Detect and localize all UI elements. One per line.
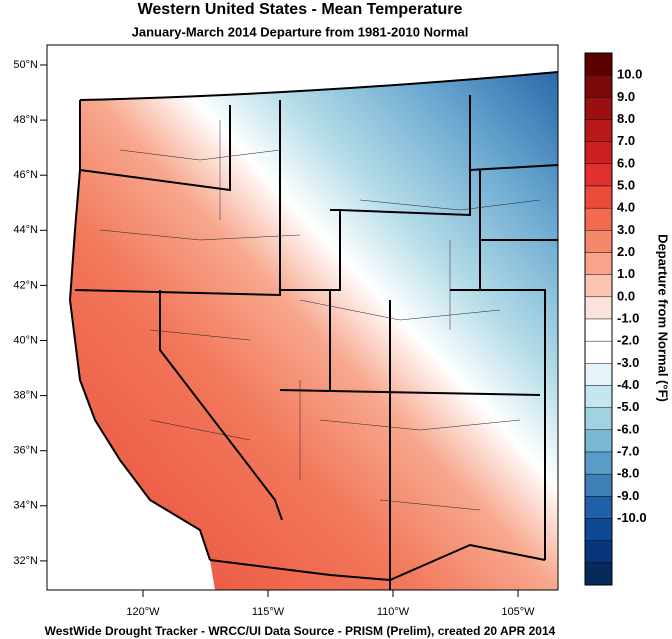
colorbar-label: 7.0 — [617, 133, 635, 148]
colorbar-swatch — [584, 97, 613, 120]
colorbar-label: 10.0 — [617, 67, 642, 82]
colorbar-label: 1.0 — [617, 266, 635, 281]
lon-label: 110°W — [377, 606, 410, 618]
colorbar-label: -7.0 — [617, 443, 639, 458]
colorbar-label: -5.0 — [617, 399, 639, 414]
colorbar-label: -3.0 — [617, 355, 639, 370]
colorbar-label: 5.0 — [617, 177, 635, 192]
colorbar-label: 0.0 — [617, 288, 635, 303]
lat-label: 48°N — [13, 114, 38, 126]
colorbar-swatch — [584, 340, 613, 364]
title: Western United States - Mean Temperature — [138, 1, 463, 18]
colorbar-frame — [584, 52, 613, 586]
colorbar-swatch — [584, 163, 613, 187]
colorbar-swatch — [584, 363, 613, 386]
colorbar-label: -2.0 — [617, 333, 639, 348]
colorbar-swatch — [584, 562, 613, 586]
lon-label: 120°W — [126, 606, 160, 618]
lat-label: 50°N — [13, 59, 38, 71]
subtitle: January-March 2014 Departure from 1981-2… — [132, 24, 469, 39]
lat-label: 34°N — [13, 500, 38, 512]
colorbar-label: -4.0 — [617, 377, 639, 392]
lat-label: 38°N — [13, 390, 38, 402]
colorbar-label: 6.0 — [617, 155, 635, 170]
lat-label: 46°N — [13, 169, 38, 181]
lon-label: 105°W — [501, 606, 535, 618]
colorbar-swatch — [584, 540, 613, 564]
colorbar-label: 2.0 — [617, 244, 635, 259]
colorbar-swatch — [584, 230, 613, 253]
colorbar-swatch — [584, 407, 613, 431]
colorbar-label: 3.0 — [617, 222, 635, 237]
colorbar-label: -6.0 — [617, 421, 639, 436]
colorbar-swatch — [584, 141, 613, 165]
map — [47, 45, 558, 590]
lat-label: 44°N — [13, 224, 38, 236]
colorbar-swatch — [584, 252, 613, 275]
temperature-field — [70, 72, 558, 590]
colorbar-swatch — [584, 274, 613, 298]
colorbar-label: -10.0 — [617, 510, 647, 525]
lat-label: 32°N — [13, 555, 38, 567]
colorbar-swatch — [584, 185, 613, 209]
colorbar-swatch — [584, 473, 613, 497]
colorbar-swatch — [584, 296, 613, 320]
map-frame — [46, 44, 559, 591]
colorbar-swatch — [584, 119, 613, 142]
colorbar-swatch — [584, 518, 613, 541]
lat-label: 42°N — [13, 279, 38, 291]
lat-label: 36°N — [13, 445, 38, 457]
colorbar-swatch — [584, 52, 613, 76]
colorbar-label: -1.0 — [617, 310, 639, 325]
colorbar-swatch — [584, 429, 613, 453]
colorbar-swatch — [584, 318, 613, 342]
footer: WestWide Drought Tracker - WRCC/UI Data … — [45, 624, 556, 638]
colorbar-label: -9.0 — [617, 488, 639, 503]
colorbar-swatch — [584, 207, 613, 231]
colorbar-swatch — [584, 451, 613, 475]
colorbar-swatch — [584, 385, 613, 408]
colorbar-label: -8.0 — [617, 466, 639, 481]
colorbar-swatch — [584, 496, 613, 519]
lat-label: 40°N — [13, 334, 38, 346]
colorbar-swatch — [584, 74, 613, 98]
colorbar-label: 8.0 — [617, 111, 635, 126]
lon-label: 115°W — [252, 606, 285, 618]
colorbar-label: 9.0 — [617, 89, 635, 104]
colorbar-label: 4.0 — [617, 200, 635, 215]
colorbar-title: Departure from Normal (°F) — [656, 234, 671, 402]
